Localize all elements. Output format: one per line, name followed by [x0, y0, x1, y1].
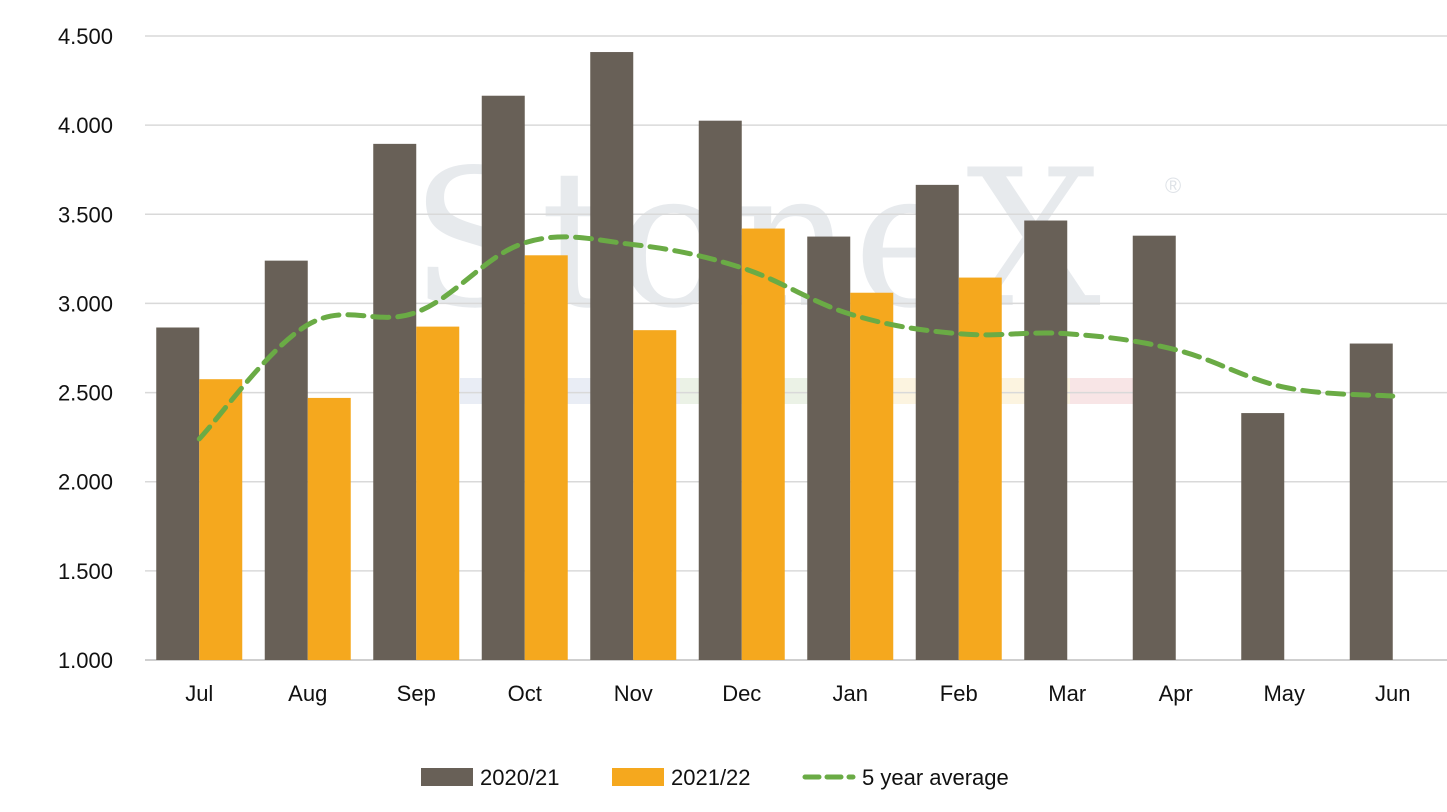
legend-label-2020-21: 2020/21: [480, 765, 560, 790]
x-tick-label: Sep: [397, 681, 436, 706]
bars: [156, 52, 1393, 661]
x-tick-label: Jul: [185, 681, 213, 706]
legend: 2020/21 2021/22 5 year average: [421, 765, 1009, 790]
x-tick-label: Aug: [288, 681, 327, 706]
bar-series-1: [915, 184, 959, 660]
y-tick-label: 1.000: [58, 648, 113, 673]
y-tick-label: 4.500: [58, 24, 113, 49]
line-series: [196, 234, 1396, 442]
bar-series-1: [1241, 413, 1285, 660]
y-tick-label: 2.500: [58, 381, 113, 406]
bar-series-2: [741, 228, 785, 660]
bar-series-1: [1132, 235, 1176, 660]
x-tick-label: Feb: [940, 681, 978, 706]
x-tick-label: May: [1263, 681, 1305, 706]
watermark-band-red: [1070, 378, 1135, 404]
bar-series-1: [1024, 220, 1068, 661]
bar-series-2: [633, 330, 677, 660]
y-tick-label: 3.000: [58, 291, 113, 316]
bar-series-1: [1349, 343, 1393, 660]
bar-series-2: [307, 397, 351, 660]
x-tick-label: Jan: [833, 681, 868, 706]
bar-series-1: [698, 120, 742, 660]
bar-series-1: [373, 143, 417, 660]
bar-series-2: [524, 255, 568, 660]
bar-series-2: [850, 292, 894, 660]
x-tick-label: Dec: [722, 681, 761, 706]
x-tick-label: Apr: [1159, 681, 1193, 706]
legend-swatch-2021-22: [612, 768, 664, 786]
bar-series-1: [264, 260, 308, 660]
y-axis: 1.000 1.500 2.000 2.500 3.000 3.500 4.000 4.500: [58, 24, 113, 673]
line-5-year-average: [196, 234, 1396, 442]
bar-series-2: [416, 326, 460, 660]
x-tick-label: Nov: [614, 681, 653, 706]
grid: [145, 35, 1447, 661]
registered-mark: ®: [1165, 173, 1181, 198]
legend-swatch-2020-21: [421, 768, 473, 786]
y-tick-label: 2.000: [58, 470, 113, 495]
x-tick-label: Oct: [508, 681, 542, 706]
y-tick-label: 3.500: [58, 202, 113, 227]
bar-series-1: [590, 52, 634, 660]
y-tick-label: 1.500: [58, 559, 113, 584]
x-axis: Jul Aug Sep Oct Nov Dec Jan Feb Mar Apr May Jun: [185, 681, 1410, 706]
bar-series-1: [481, 95, 525, 661]
legend-label-5-year-average: 5 year average: [862, 765, 1009, 790]
bar-series-1: [156, 327, 200, 660]
legend-label-2021-22: 2021/22: [671, 765, 751, 790]
x-tick-label: Jun: [1375, 681, 1410, 706]
x-tick-label: Mar: [1048, 681, 1086, 706]
bar-series-2: [199, 379, 243, 660]
y-tick-label: 4.000: [58, 113, 113, 138]
bar-series-2: [958, 277, 1002, 660]
